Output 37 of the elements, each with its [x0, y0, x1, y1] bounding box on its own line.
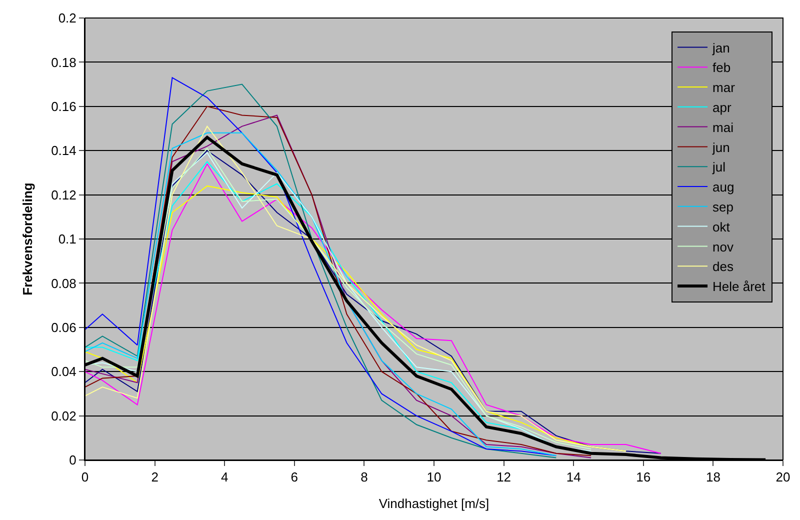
x-tick-label: 4 — [220, 470, 228, 485]
x-axis-title: Vindhastighet [m/s] — [378, 496, 490, 512]
legend-label: mar — [712, 80, 736, 96]
y-tick-label: 0.14 — [51, 143, 76, 158]
legend-label: nov — [712, 239, 734, 254]
x-tick-label: 8 — [360, 470, 368, 485]
y-tick-label: 0.08 — [51, 276, 76, 291]
y-tick-label: 0.18 — [51, 54, 76, 70]
legend-label: jun — [712, 140, 730, 155]
x-tick-label: 2 — [151, 470, 158, 485]
x-tick-label: 14 — [566, 470, 581, 485]
y-tick-label: 0.2 — [58, 10, 76, 26]
x-tick-label: 12 — [496, 470, 512, 485]
y-tick-label: 0 — [69, 452, 76, 468]
y-axis-title: Frekvensfordeling — [20, 182, 36, 296]
x-tick-label: 6 — [290, 470, 298, 485]
legend-label: des — [712, 259, 734, 274]
y-tick-label: 0.02 — [51, 408, 76, 424]
x-tick-label: 20 — [776, 470, 790, 485]
legend-label: jul — [712, 160, 726, 175]
x-tick-label: 18 — [706, 470, 720, 485]
legend-label: mai — [712, 120, 734, 135]
y-tick-label: 0.06 — [51, 320, 76, 335]
y-tick-label: 0.16 — [51, 98, 76, 114]
legend-label: Hele året — [712, 279, 766, 294]
legend-label: aug — [712, 180, 734, 195]
legend-label: sep — [712, 199, 734, 214]
x-tick-label: 16 — [636, 470, 651, 485]
y-tick-label: 0.12 — [51, 187, 76, 202]
legend-label: feb — [712, 60, 731, 76]
x-tick-label: 10 — [426, 470, 442, 485]
legend-label: okt — [712, 219, 730, 234]
legend-label: jan — [712, 40, 730, 56]
legend-label: apr — [712, 100, 732, 115]
y-tick-label: 0.1 — [58, 232, 76, 247]
y-tick-label: 0.04 — [51, 364, 76, 380]
x-tick-label: 0 — [81, 470, 89, 485]
